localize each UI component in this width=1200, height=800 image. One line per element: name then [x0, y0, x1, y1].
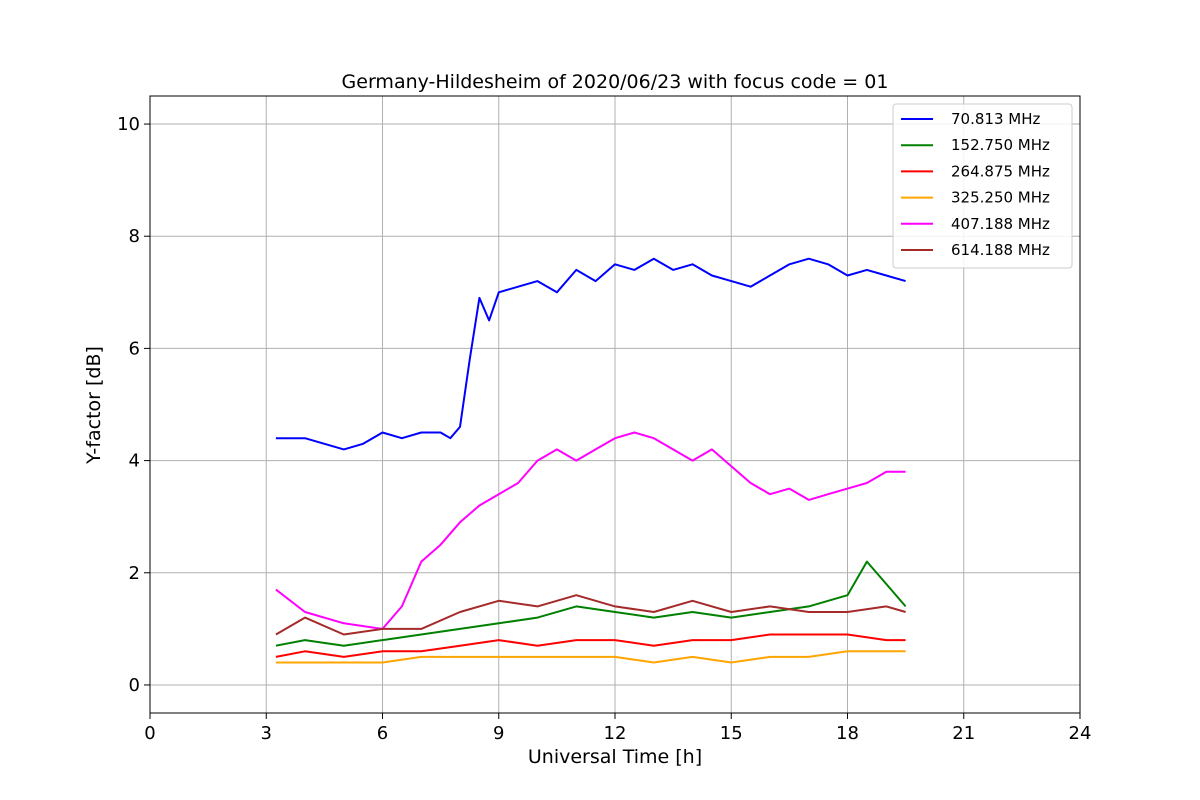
- series-line-325-250-mhz: [275, 650, 906, 664]
- x-tick-label: 3: [261, 723, 272, 744]
- y-tick-label: 10: [117, 114, 140, 135]
- x-tick-label: 15: [720, 723, 743, 744]
- legend: 70.813 MHz 152.750 MHz 264.875 MHz 325.250 …: [892, 103, 1073, 269]
- series-line-152-750-mhz: [275, 560, 907, 647]
- y-tick-label: 0: [129, 675, 140, 696]
- y-tick-label: 8: [129, 226, 140, 247]
- legend-box: [892, 103, 1073, 269]
- legend-label-325-250-mhz: 325.250 MHz: [951, 189, 1050, 207]
- x-tick-label: 6: [377, 723, 388, 744]
- chart-title: Germany-Hildesheim of 2020/06/23 with fo…: [342, 71, 889, 93]
- series-line-70-813-mhz: [275, 257, 906, 451]
- y-axis-label: Y-factor [dB]: [83, 346, 105, 465]
- legend-label-70-813-mhz: 70.813 MHz: [951, 110, 1040, 128]
- x-tick-label: 18: [836, 723, 859, 744]
- y-tick-label: 4: [129, 451, 140, 472]
- legend-label-152-750-mhz: 152.750 MHz: [951, 136, 1050, 154]
- series-line-407-188-mhz: [275, 431, 906, 630]
- y-tick-label: 2: [129, 563, 140, 584]
- legend-label-407-188-mhz: 407.188 MHz: [951, 215, 1050, 233]
- series-line-614-188-mhz: [275, 594, 906, 636]
- legend-label-264-875-mhz: 264.875 MHz: [951, 162, 1050, 180]
- x-tick-label: 12: [604, 723, 627, 744]
- x-tick-label: 21: [952, 723, 975, 744]
- series-line-264-875-mhz: [275, 633, 906, 658]
- y-tick-label: 6: [129, 338, 140, 359]
- x-tick-label: 24: [1069, 723, 1092, 744]
- x-tick-label: 9: [493, 723, 504, 744]
- x-axis-label: Universal Time [h]: [528, 746, 702, 768]
- x-tick-label: 0: [144, 723, 155, 744]
- legend-label-614-188-mhz: 614.188 MHz: [951, 241, 1050, 259]
- series-layer: [275, 257, 907, 664]
